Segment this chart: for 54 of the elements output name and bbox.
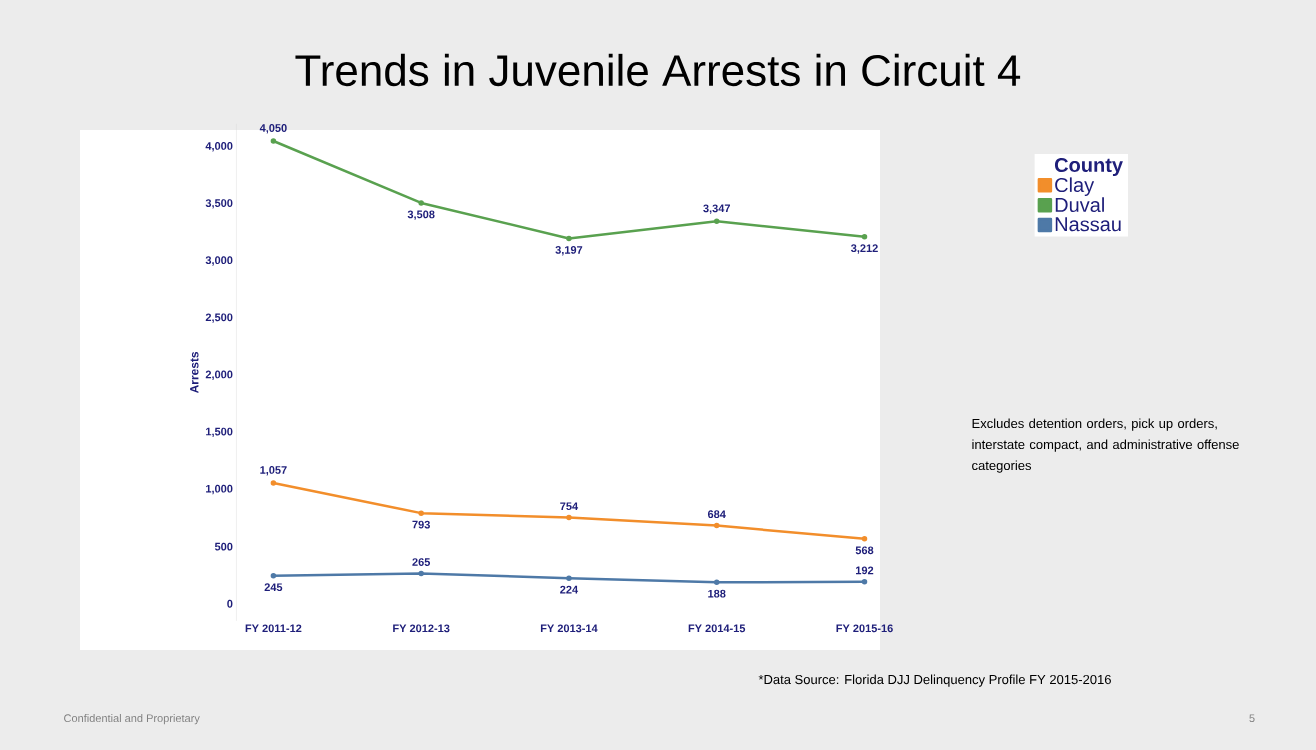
y-tick-label: 2,000 — [205, 370, 233, 380]
data-label: 3,508 — [407, 210, 435, 220]
point — [270, 138, 277, 144]
y-tick-label: 4,000 — [205, 142, 233, 152]
data-label: 188 — [708, 589, 726, 598]
point — [861, 536, 868, 542]
y-tick-label: 0 — [227, 599, 233, 608]
point — [566, 575, 572, 581]
point — [418, 570, 424, 577]
y-tick-label: 1,000 — [206, 484, 233, 495]
legend-label: Nassau — [1055, 217, 1121, 232]
point — [270, 480, 277, 486]
data-label: 754 — [560, 502, 579, 511]
text: Confidential and Proprietary — [64, 714, 200, 725]
data-label: 684 — [707, 510, 726, 519]
data-label: 4,050 — [259, 124, 287, 134]
y-tick-label: 3,000 — [205, 256, 233, 266]
data-label: 224 — [560, 585, 579, 594]
x-tick-label: FY 2013-14 — [540, 624, 598, 633]
x-tick-label: FY 2011-12 — [245, 624, 302, 633]
point — [270, 573, 277, 579]
point — [861, 234, 868, 240]
y-tick-label: 2,500 — [205, 313, 233, 323]
text: Excludes detention orders, pick up orders, interstate compact, and administrative offense categories — [972, 418, 1239, 473]
legend-title: County — [1054, 157, 1123, 177]
point — [418, 200, 424, 206]
x-tick-label: FY 2014-15 — [688, 624, 746, 633]
y-tick-label: 3,500 — [205, 199, 233, 209]
x-tick-label: FY 2012-13 — [393, 624, 450, 633]
data-label: 192 — [856, 566, 874, 575]
data-label: 568 — [855, 546, 874, 555]
data-label: 245 — [264, 583, 283, 592]
data-label: 3,197 — [555, 246, 583, 256]
point — [418, 510, 424, 516]
chart-title: Trends in Juvenile Arrests in Circuit 4 — [295, 53, 1021, 87]
text: *Data Source: Florida DJJ Delinquency Profile FY 2015-2016 — [758, 674, 1111, 687]
y-tick-label: 500 — [214, 542, 233, 551]
x-tick-label: FY 2015-16 — [836, 624, 893, 633]
data-label: 265 — [412, 558, 431, 566]
legend-label: Clay — [1055, 177, 1095, 197]
legend-label: Duval — [1055, 197, 1104, 213]
point — [713, 522, 720, 529]
point — [713, 579, 720, 586]
y-tick-label: 1,500 — [206, 427, 233, 438]
data-label: 3,212 — [850, 244, 878, 254]
data-label: 793 — [412, 520, 430, 529]
data-label: 3,347 — [703, 204, 730, 214]
point — [861, 579, 868, 585]
data-label: 1,057 — [260, 466, 287, 476]
point — [566, 514, 572, 521]
point — [566, 235, 572, 242]
y-axis-title: Arrests — [190, 351, 199, 394]
text: 5 — [1249, 714, 1255, 723]
point — [713, 218, 720, 225]
